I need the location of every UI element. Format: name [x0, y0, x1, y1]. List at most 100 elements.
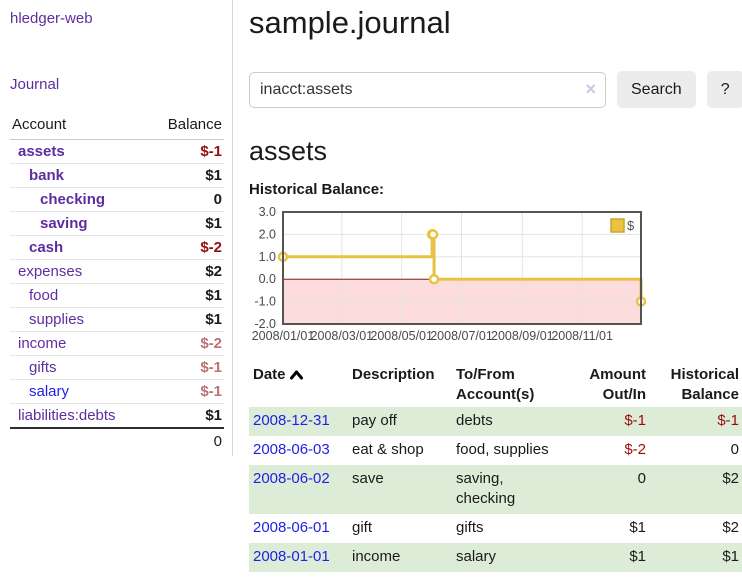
register-header-date[interactable]: Date — [249, 363, 348, 407]
y-tick-label: 0.0 — [259, 272, 276, 286]
account-row: salary $-1 — [10, 379, 224, 404]
account-row: assets $-1 — [10, 140, 224, 164]
accounts-total-row: 0 — [10, 427, 224, 454]
x-tick-label: 2008/07/01 — [430, 329, 493, 343]
search-input[interactable] — [249, 71, 606, 108]
transaction-row: 2008-06-03 eat & shop food, supplies $-2 0 — [249, 436, 742, 465]
transaction-accounts: salary — [456, 548, 497, 565]
account-row: expenses $2 — [10, 259, 224, 284]
legend-label: $ — [627, 218, 635, 233]
page-title: sample.journal — [249, 5, 451, 40]
transaction-date-link[interactable]: 2008-06-02 — [253, 470, 330, 487]
main-content: sample.journal × Search ? assets Histori… — [233, 0, 742, 572]
transaction-amount: 0 — [637, 470, 646, 487]
sidebar-item-journal[interactable]: Journal — [10, 76, 60, 93]
transaction-accounts: debts — [456, 412, 493, 429]
account-link-supplies[interactable]: supplies — [29, 311, 85, 328]
account-link-salary[interactable]: salary — [29, 383, 70, 400]
account-row: gifts $-1 — [10, 355, 224, 380]
help-button[interactable]: ? — [706, 71, 742, 108]
account-row: income $-2 — [10, 331, 224, 356]
transaction-balance: 0 — [730, 441, 739, 458]
transaction-balance: $2 — [722, 519, 739, 536]
y-tick-label: 1.0 — [259, 250, 276, 264]
account-link-checking[interactable]: checking — [40, 191, 106, 208]
register-header-date-label: Date — [253, 366, 286, 383]
sort-ascending-icon — [289, 370, 303, 380]
data-point — [428, 273, 440, 285]
account-link-expenses[interactable]: expenses — [18, 263, 83, 280]
register-header-description: Description — [352, 366, 435, 383]
account-row: food $1 — [10, 283, 224, 308]
account-row: supplies $1 — [10, 307, 224, 332]
account-heading: assets — [249, 136, 328, 166]
account-balance: $1 — [148, 211, 224, 236]
account-link-liabilities-debts[interactable]: liabilities:debts — [18, 407, 116, 424]
y-tick-label: -1.0 — [254, 295, 276, 309]
clear-search-icon[interactable]: × — [585, 78, 596, 99]
account-balance: $-2 — [148, 331, 224, 356]
account-link-income[interactable]: income — [18, 335, 67, 352]
account-balance: $-1 — [148, 355, 224, 380]
x-tick-label: 2008/11/01 — [551, 329, 613, 343]
account-link-gifts[interactable]: gifts — [29, 359, 57, 376]
account-row: cash $-2 — [10, 235, 224, 260]
transaction-accounts: saving, checking — [456, 470, 516, 507]
register-header-amount: Amount Out/In — [589, 366, 646, 403]
account-balance: $-1 — [148, 379, 224, 404]
x-tick-label: 2008/05/01 — [370, 329, 433, 343]
account-link-bank[interactable]: bank — [29, 167, 65, 184]
transaction-description: gift — [352, 519, 373, 536]
account-link-cash[interactable]: cash — [29, 239, 64, 256]
accounts-total-spacer — [10, 427, 149, 454]
transaction-amount: $-2 — [624, 441, 646, 458]
account-link-food[interactable]: food — [29, 287, 59, 304]
account-balance: $1 — [148, 403, 224, 428]
sidebar: hledger-web Journal Account Balance asse… — [0, 0, 233, 456]
legend-swatch — [610, 218, 625, 233]
transaction-date-link[interactable]: 2008-12-31 — [253, 412, 330, 429]
transaction-balance: $1 — [722, 548, 739, 565]
x-tick-label: 2008/01/01 — [252, 329, 315, 343]
y-tick-label: 3.0 — [259, 205, 276, 219]
search-button[interactable]: Search — [617, 71, 696, 108]
chart-title: Historical Balance: — [249, 181, 385, 198]
transaction-amount: $1 — [629, 548, 646, 565]
y-tick-label: -2.0 — [254, 317, 276, 331]
search-input-wrap: × — [249, 71, 606, 108]
transaction-accounts: gifts — [456, 519, 484, 536]
account-link-saving[interactable]: saving — [40, 215, 88, 232]
transaction-description: income — [352, 548, 401, 565]
x-tick-label: 2008/09/01 — [491, 329, 554, 343]
accounts-header-row: Account Balance — [10, 114, 224, 140]
account-balance: $-2 — [148, 235, 224, 260]
transaction-description: eat & shop — [352, 441, 424, 458]
transaction-row: 2008-06-01 gift gifts $1 $2 — [249, 514, 742, 543]
register-table: Date Description To/From Account(s) Amou… — [249, 363, 742, 572]
transaction-date-link[interactable]: 2008-06-01 — [253, 519, 330, 536]
account-row: bank $1 — [10, 163, 224, 188]
account-row: liabilities:debts $1 — [10, 403, 224, 428]
accounts-table: Account Balance assets $-1 bank $1 checking 0… — [10, 114, 224, 454]
chart-canvas: $3.0 2.0 1.0 0.0 -1.0 -2.02008/01/012008/03/0… — [252, 205, 647, 343]
account-row: checking 0 — [10, 187, 224, 212]
historical-balance-chart: $3.0 2.0 1.0 0.0 -1.0 -2.0 2008/01/01 2008/03/0… — [249, 205, 742, 343]
account-balance: $2 — [148, 259, 224, 284]
accounts-header-account: Account — [10, 114, 149, 140]
y-tick-label: 2.0 — [259, 227, 276, 241]
search-form: × Search ? — [249, 71, 742, 108]
accounts-total-value: 0 — [148, 427, 224, 454]
transaction-date-link[interactable]: 2008-06-03 — [253, 441, 330, 458]
account-link-assets[interactable]: assets — [18, 143, 65, 160]
app-brand-link[interactable]: hledger-web — [10, 10, 93, 27]
accounts-header-balance: Balance — [148, 114, 224, 140]
register-header-balance: Historical Balance — [670, 366, 739, 403]
register-header-accounts: To/From Account(s) — [456, 366, 535, 403]
transaction-date-link[interactable]: 2008-01-01 — [253, 548, 330, 565]
transaction-amount: $1 — [629, 519, 646, 536]
account-balance: 0 — [148, 187, 224, 212]
transaction-accounts: food, supplies — [456, 441, 549, 458]
account-balance: $1 — [148, 163, 224, 188]
transaction-row: 2008-06-02 save saving, checking 0 $2 — [249, 465, 742, 514]
